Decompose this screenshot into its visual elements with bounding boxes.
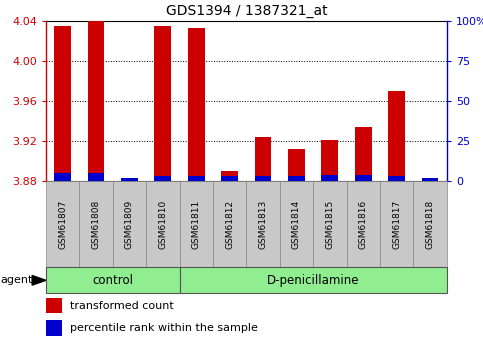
Bar [288,149,305,181]
Bar [113,181,146,267]
Bar [155,26,171,181]
Bar [221,176,238,181]
Bar [188,176,205,181]
Bar [46,320,62,336]
Bar [322,140,338,181]
Bar [155,176,171,181]
Bar [87,21,104,181]
Text: D-penicillamine: D-penicillamine [267,274,359,287]
Bar [313,181,347,267]
Bar [355,175,371,181]
Bar [355,127,371,181]
Bar [422,178,439,181]
Bar [87,173,104,181]
Text: GSM61813: GSM61813 [258,200,268,249]
Text: GSM61816: GSM61816 [359,200,368,249]
Bar [347,181,380,267]
Polygon shape [32,275,46,285]
Bar [180,181,213,267]
Bar [54,26,71,181]
Bar [46,181,79,267]
Bar [246,181,280,267]
Bar [54,173,71,181]
Text: GSM61811: GSM61811 [192,200,201,249]
Bar [121,178,138,181]
Text: GSM61812: GSM61812 [225,200,234,249]
Bar [380,181,413,267]
Text: percentile rank within the sample: percentile rank within the sample [70,323,258,333]
Title: GDS1394 / 1387321_at: GDS1394 / 1387321_at [166,4,327,18]
Bar [221,171,238,181]
Bar [388,91,405,181]
Bar [288,176,305,181]
Text: GSM61815: GSM61815 [326,200,334,249]
Text: GSM61818: GSM61818 [426,200,435,249]
Bar [422,180,439,181]
Bar [280,181,313,267]
Text: agent: agent [0,275,32,285]
Text: GSM61809: GSM61809 [125,200,134,249]
Bar [188,28,205,181]
Text: GSM61807: GSM61807 [58,200,67,249]
Bar [79,181,113,267]
Bar [322,175,338,181]
Bar [213,181,246,267]
Bar [180,267,447,293]
Bar [388,176,405,181]
Bar [121,180,138,181]
Text: transformed count: transformed count [70,301,174,311]
Bar [46,298,62,313]
Text: GSM61817: GSM61817 [392,200,401,249]
Text: GSM61808: GSM61808 [91,200,100,249]
Text: control: control [92,274,133,287]
Bar [146,181,180,267]
Bar [255,176,271,181]
Bar [255,137,271,181]
Bar [46,267,180,293]
Bar [413,181,447,267]
Text: GSM61810: GSM61810 [158,200,167,249]
Text: GSM61814: GSM61814 [292,200,301,249]
